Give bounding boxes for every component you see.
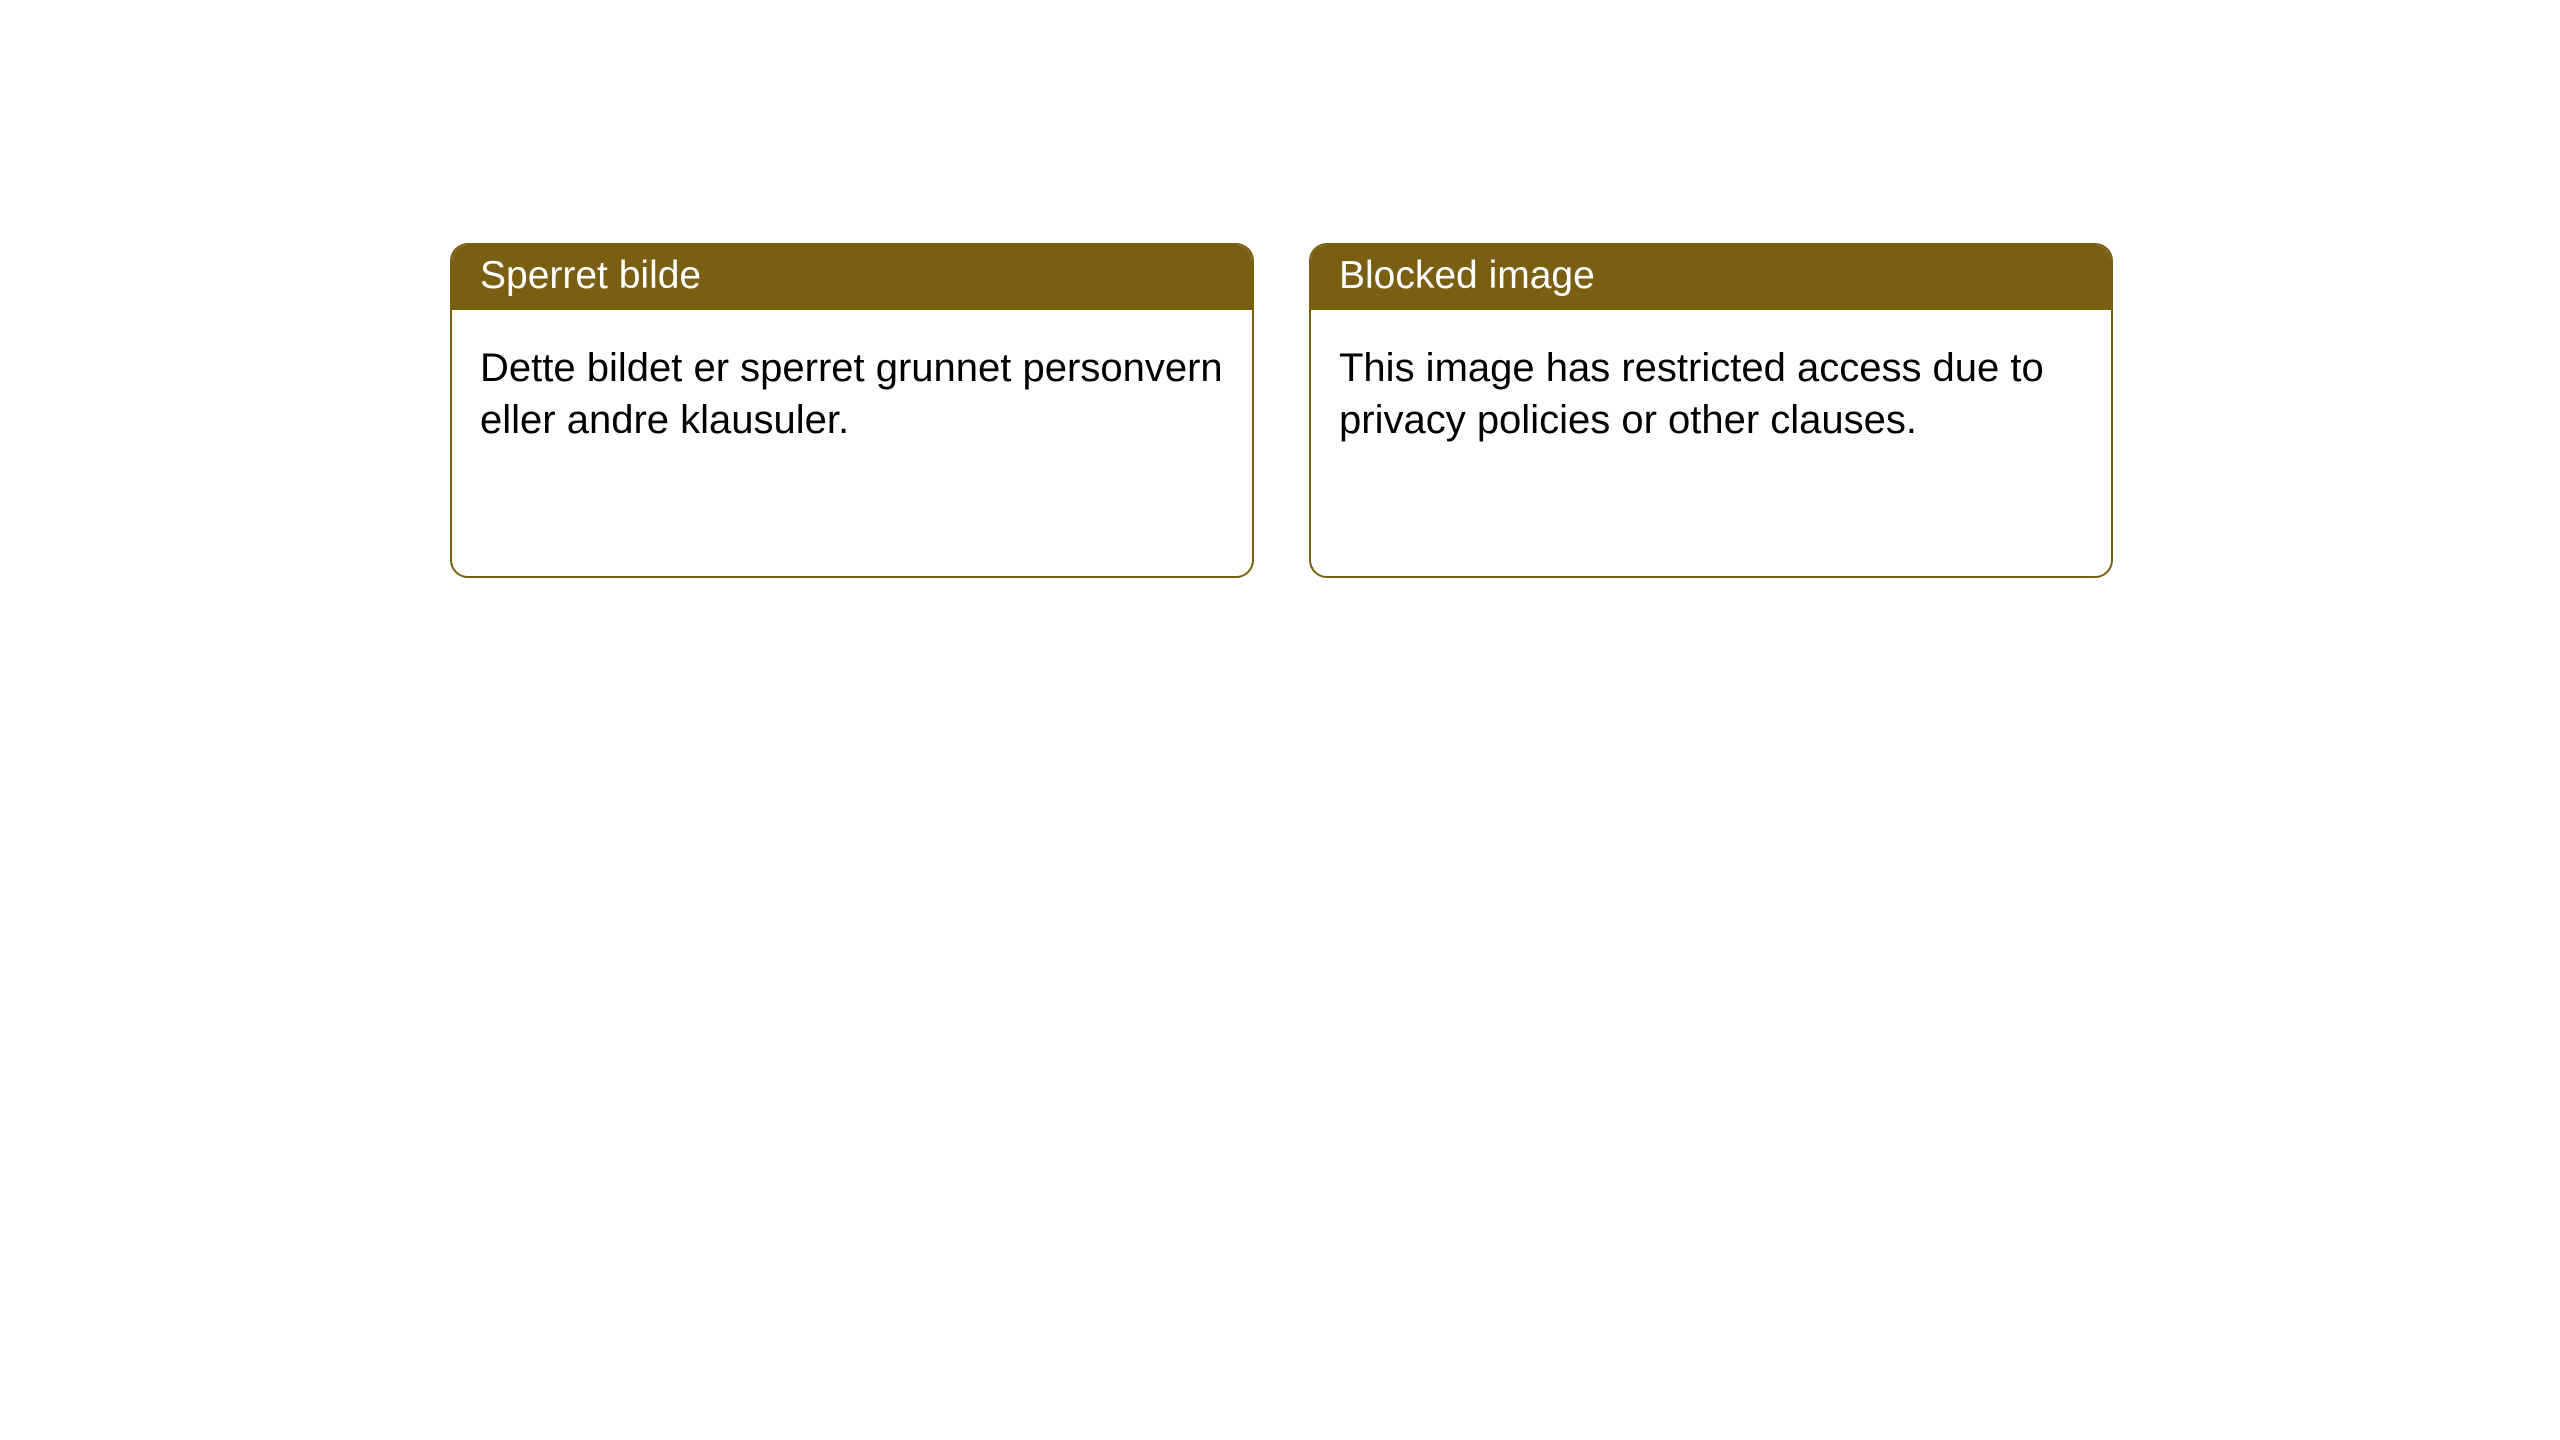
notice-card-norwegian: Sperret bilde Dette bildet er sperret gr… [450, 243, 1254, 578]
card-header-norwegian: Sperret bilde [452, 245, 1252, 310]
notice-card-english: Blocked image This image has restricted … [1309, 243, 2113, 578]
notice-cards-container: Sperret bilde Dette bildet er sperret gr… [450, 243, 2113, 578]
card-body-norwegian: Dette bildet er sperret grunnet personve… [452, 310, 1252, 478]
card-body-english: This image has restricted access due to … [1311, 310, 2111, 478]
card-header-english: Blocked image [1311, 245, 2111, 310]
